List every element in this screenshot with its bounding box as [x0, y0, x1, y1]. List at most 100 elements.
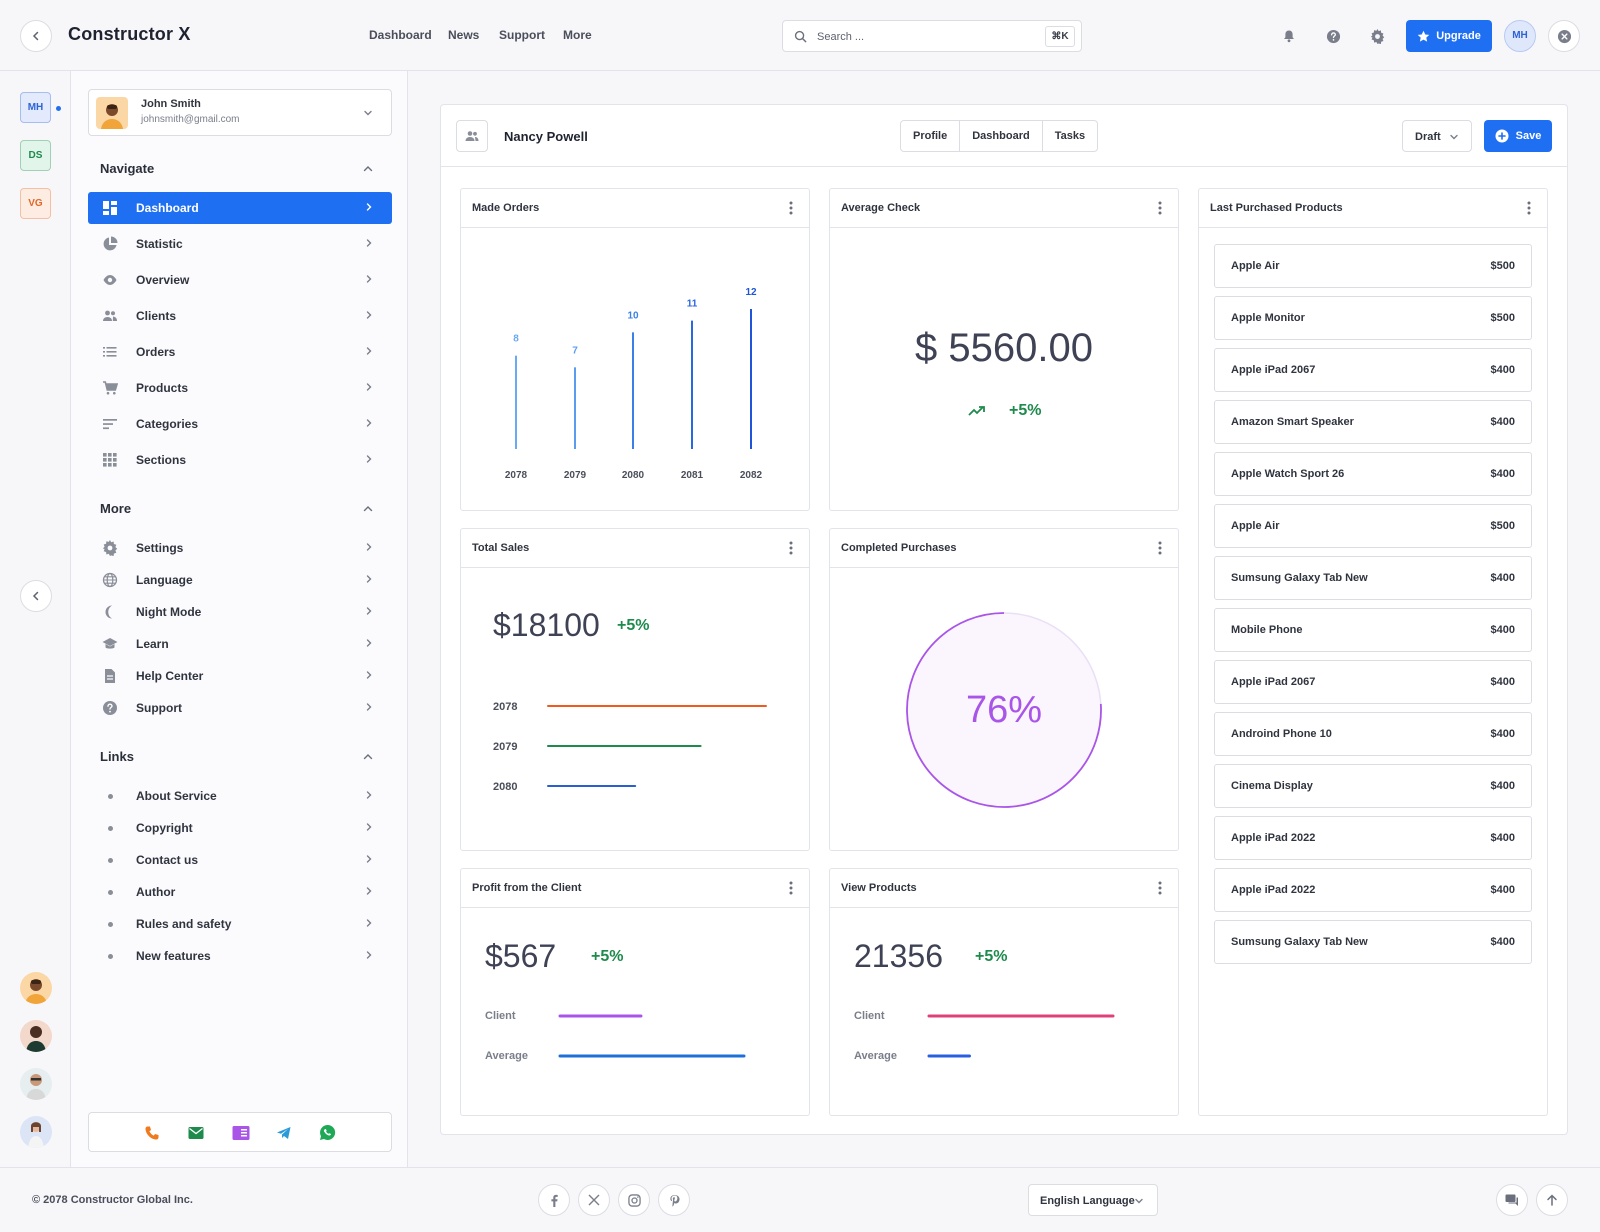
sidebar-item-copyright[interactable]: Copyright [88, 812, 392, 844]
avatar[interactable] [20, 1116, 52, 1148]
list-item[interactable]: Amazon Smart Speaker $400 [1214, 400, 1532, 444]
list-item[interactable]: Androind Phone 10 $400 [1214, 712, 1532, 756]
sidebar-item-new-features[interactable]: New features [88, 940, 392, 972]
topnav-more[interactable]: More [563, 28, 592, 42]
avatar[interactable] [20, 1020, 52, 1052]
sidebar-item-products[interactable]: Products [88, 372, 392, 404]
topnav-support[interactable]: Support [499, 28, 545, 42]
collapse-sidebar-button[interactable] [20, 580, 52, 612]
sidebar-item-settings[interactable]: Settings [88, 532, 392, 564]
book-icon[interactable] [232, 1125, 250, 1141]
bullet-dot [107, 921, 113, 927]
upgrade-button[interactable]: Upgrade [1406, 20, 1492, 52]
people-button[interactable] [456, 120, 488, 152]
sidebar-item-sections[interactable]: Sections [88, 444, 392, 476]
language-select[interactable]: English Language [1028, 1184, 1158, 1216]
facebook-link[interactable] [538, 1184, 570, 1216]
sidebar-item-dashboard[interactable]: Dashboard [88, 192, 392, 224]
pinterest-icon [669, 1194, 680, 1207]
product-price: $400 [1490, 832, 1515, 844]
mail-icon[interactable] [188, 1126, 204, 1140]
status-select[interactable]: Draft [1402, 120, 1472, 152]
instagram-link[interactable] [618, 1184, 650, 1216]
topnav-dashboard[interactable]: Dashboard [369, 28, 432, 42]
workspace-ds[interactable]: DS [20, 140, 51, 171]
more-vertical-icon[interactable] [789, 201, 793, 215]
card-title: Last Purchased Products [1210, 202, 1343, 214]
search-shortcut: ⌘K [1045, 26, 1075, 47]
avatar[interactable] [20, 1068, 52, 1100]
sidebar-item-contact-us[interactable]: Contact us [88, 844, 392, 876]
sidebar-item-categories[interactable]: Categories [88, 408, 392, 440]
x-link[interactable] [578, 1184, 610, 1216]
sidebar-item-overview[interactable]: Overview [88, 264, 392, 296]
chat-button[interactable] [1496, 1184, 1528, 1216]
list-item[interactable]: Sumsung Galaxy Tab New $400 [1214, 920, 1532, 964]
list-item[interactable]: Mobile Phone $400 [1214, 608, 1532, 652]
sidebar-item-learn[interactable]: Learn [88, 628, 392, 660]
product-name: Apple iPad 2022 [1231, 884, 1316, 896]
average-check-value: $ 5560.00 [915, 326, 1093, 370]
sidebar-item-night-mode[interactable]: Night Mode [88, 596, 392, 628]
more-vertical-icon[interactable] [789, 881, 793, 895]
list-item[interactable]: Apple Air $500 [1214, 244, 1532, 288]
list-item[interactable]: Cinema Display $400 [1214, 764, 1532, 808]
sidebar-item-clients[interactable]: Clients [88, 300, 392, 332]
sidebar-item-rules-and-safety[interactable]: Rules and safety [88, 908, 392, 940]
pinterest-link[interactable] [658, 1184, 690, 1216]
sidebar-item-language[interactable]: Language [88, 564, 392, 596]
sidebar-item-author[interactable]: Author [88, 876, 392, 908]
topnav-news[interactable]: News [448, 28, 480, 42]
bullet-icon [102, 948, 118, 964]
sidebar-item-label: Categories [136, 417, 199, 431]
more-vertical-icon[interactable] [1158, 881, 1162, 895]
list-item[interactable]: Apple iPad 2067 $400 [1214, 660, 1532, 704]
notifications-button[interactable] [1279, 26, 1299, 46]
average-check-card: Average Check $ 5560.00 +5% [829, 188, 1179, 511]
settings-button[interactable] [1367, 26, 1387, 46]
user-switcher[interactable]: John Smith johnsmith@gmail.com [88, 89, 392, 136]
list-item[interactable]: Apple iPad 2022 $400 [1214, 868, 1532, 912]
sidebar-item-help-center[interactable]: Help Center [88, 660, 392, 692]
list-item[interactable]: Sumsung Galaxy Tab New $400 [1214, 556, 1532, 600]
sidebar-item-support[interactable]: Support [88, 692, 392, 724]
tab-dashboard[interactable]: Dashboard [960, 121, 1043, 151]
list-item[interactable]: Apple iPad 2022 $400 [1214, 816, 1532, 860]
sidebar-item-statistic[interactable]: Statistic [88, 228, 392, 260]
chevron-up-icon[interactable] [362, 751, 374, 763]
save-button[interactable]: Save [1484, 120, 1552, 152]
scroll-top-button[interactable] [1536, 1184, 1568, 1216]
workspace-mh[interactable]: MH [20, 92, 51, 123]
more-vertical-icon[interactable] [789, 541, 793, 555]
category-label: 2078 [493, 701, 517, 713]
list-item[interactable]: Apple Monitor $500 [1214, 296, 1532, 340]
list-item[interactable]: Apple Air $500 [1214, 504, 1532, 548]
product-name: Apple iPad 2067 [1231, 676, 1316, 688]
chevron-right-icon [366, 311, 372, 319]
bullet-icon [102, 820, 118, 836]
workspace-vg[interactable]: VG [20, 188, 51, 219]
sidebar-item-about-service[interactable]: About Service [88, 780, 392, 812]
list-item[interactable]: Apple iPad 2067 $400 [1214, 348, 1532, 392]
telegram-icon[interactable] [276, 1125, 292, 1141]
more-vertical-icon[interactable] [1158, 201, 1162, 215]
more-vertical-icon[interactable] [1527, 201, 1531, 215]
user-avatar[interactable]: MH [1504, 20, 1536, 52]
phone-icon[interactable] [144, 1125, 160, 1141]
card-title: Made Orders [472, 202, 540, 214]
close-button[interactable] [1548, 20, 1580, 52]
tab-tasks[interactable]: Tasks [1054, 130, 1086, 142]
list-item[interactable]: Apple Watch Sport 26 $400 [1214, 452, 1532, 496]
more-vertical-icon[interactable] [1158, 541, 1162, 555]
help-button[interactable] [1323, 26, 1343, 46]
back-button[interactable] [20, 20, 52, 52]
gear-icon [1370, 28, 1384, 44]
chevron-up-icon[interactable] [362, 503, 374, 515]
client-label: Client [485, 1010, 516, 1022]
tab-profile[interactable]: Profile [901, 121, 961, 151]
whatsapp-icon[interactable] [319, 1124, 336, 1141]
sidebar-item-orders[interactable]: Orders [88, 336, 392, 368]
chevron-up-icon[interactable] [362, 163, 374, 175]
avatar[interactable] [20, 972, 52, 1004]
search-input[interactable]: Search ... ⌘K [782, 20, 1082, 52]
